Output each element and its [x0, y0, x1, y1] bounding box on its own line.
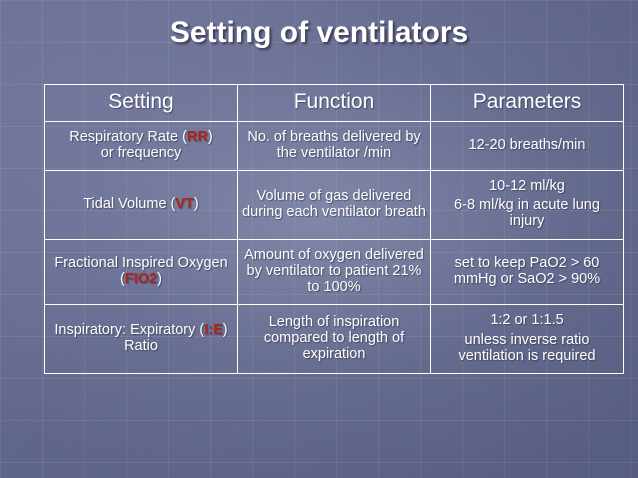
setting-text-pre: Inspiratory: Expiratory (: [54, 322, 205, 338]
setting-text-pre: Tidal Volume (: [83, 195, 176, 212]
setting-text-post: ): [157, 271, 162, 288]
setting-abbreviation: FIO2: [124, 271, 158, 288]
setting-text-line2: or frequency: [100, 144, 182, 161]
cell-setting: Tidal Volume (VT): [44, 169, 238, 240]
ventilator-settings-table: Setting Function Parameters Respiratory …: [44, 84, 624, 375]
table-row: Inspiratory: Expiratory (I:E) Ratio Leng…: [44, 304, 624, 375]
setting-text-post: ): [207, 128, 213, 145]
parameter-line: 12-20 breaths/min: [468, 136, 586, 153]
cell-parameters: set to keep PaO2 > 60 mmHg or SaO2 > 90%: [430, 238, 624, 306]
setting-text-post: ): [193, 195, 199, 212]
setting-text-post: ) Ratio: [124, 322, 228, 355]
cell-parameters: 12-20 breaths/min: [430, 120, 624, 171]
table-header-row: Setting Function Parameters: [44, 84, 624, 122]
column-header-setting: Setting: [44, 84, 238, 122]
cell-setting: Respiratory Rate (RR) or frequency: [44, 120, 238, 171]
setting-abbreviation: VT: [175, 195, 194, 212]
cell-function: No. of breaths delivered by the ventilat…: [237, 120, 431, 171]
column-header-parameters: Parameters: [430, 84, 624, 122]
cell-parameters: 10-12 ml/kg 6-8 ml/kg in acute lung inju…: [430, 169, 624, 240]
cell-function: Length of inspiration compared to length…: [237, 304, 431, 375]
ventilator-settings-table-wrapper: Setting Function Parameters Respiratory …: [44, 84, 624, 375]
setting-abbreviation: RR: [186, 128, 208, 145]
parameter-line: 10-12 ml/kg: [489, 177, 565, 194]
page-title: Setting of ventilators: [169, 16, 469, 49]
column-header-function: Function: [237, 84, 431, 122]
table-row: Respiratory Rate (RR) or frequency No. o…: [44, 120, 624, 171]
cell-parameters: 1:2 or 1:1.5 unless inverse ratio ventil…: [430, 304, 624, 375]
cell-setting: Fractional Inspired Oxygen (FIO2): [44, 238, 238, 306]
cell-function: Volume of gas delivered during each vent…: [237, 169, 431, 240]
table-header: Setting Function Parameters: [44, 84, 624, 122]
setting-text-pre: Fractional Inspired Oxygen (: [54, 254, 228, 288]
setting-abbreviation: I:E: [204, 322, 223, 338]
parameter-line: set to keep PaO2 > 60 mmHg or SaO2 > 90%: [453, 254, 601, 288]
table-row: Fractional Inspired Oxygen (FIO2) Amount…: [44, 238, 624, 306]
cell-function: Amount of oxygen delivered by ventilator…: [237, 238, 431, 306]
parameter-line: unless inverse ratio ventilation is requ…: [458, 331, 596, 364]
parameter-line: 6-8 ml/kg in acute lung injury: [454, 197, 600, 230]
parameter-line: 1:2 or 1:1.5: [490, 312, 564, 329]
setting-text-pre: Respiratory Rate (: [69, 128, 187, 145]
table-row: Tidal Volume (VT) Volume of gas delivere…: [44, 169, 624, 240]
cell-setting: Inspiratory: Expiratory (I:E) Ratio: [44, 304, 238, 375]
table-body: Respiratory Rate (RR) or frequency No. o…: [44, 120, 624, 375]
